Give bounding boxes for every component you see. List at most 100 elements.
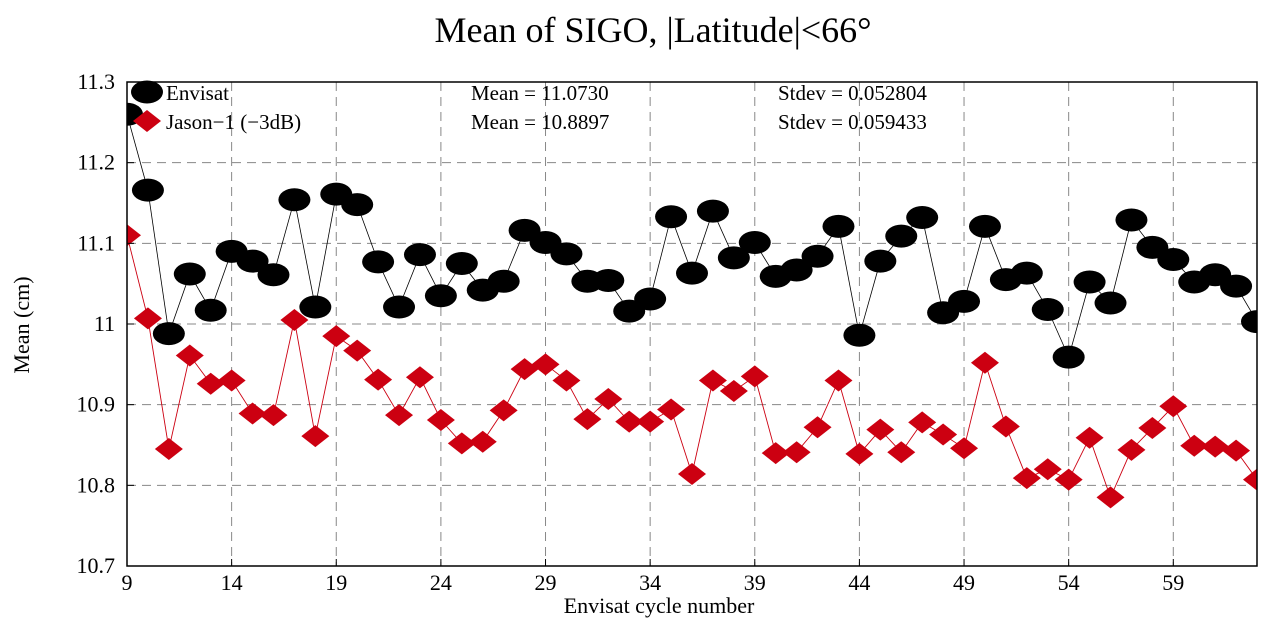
envisat-point [1241, 310, 1257, 334]
envisat-point [1031, 297, 1064, 321]
jason1-point [740, 365, 769, 388]
x-tick-label: 59 [1162, 570, 1184, 595]
jason1-point [489, 399, 518, 422]
envisat-point [676, 261, 708, 285]
jason1-point [929, 423, 958, 446]
jason1-point [468, 430, 497, 453]
envisat-point [780, 258, 813, 282]
jason1-point [196, 372, 225, 395]
envisat-point [592, 268, 625, 292]
envisat-point [152, 322, 185, 346]
x-tick-label: 44 [848, 570, 870, 595]
envisat-point [445, 252, 478, 275]
jason1-point [866, 418, 895, 441]
jason1-point [803, 416, 832, 439]
envisat-point [801, 244, 834, 268]
jason1-point [1159, 395, 1188, 418]
legend-stdev: Stdev = 0.059433 [778, 110, 927, 134]
jason1-point [1054, 468, 1083, 491]
envisat-point [1157, 247, 1190, 271]
jason1-point [405, 366, 434, 389]
envisat-point [131, 178, 164, 202]
jason1-point [426, 408, 455, 431]
legend-stdev: Stdev = 0.052804 [778, 81, 927, 105]
jason1-point [1201, 435, 1230, 458]
series-layer [127, 102, 1257, 509]
jason1-point [950, 437, 979, 460]
envisat-point [1115, 208, 1148, 232]
jason1-point [301, 425, 330, 448]
legend: Envisat Mean = 11.0730 Stdev = 0.052804 Jas… [131, 80, 927, 134]
x-tick-label: 49 [953, 570, 975, 595]
jason1-point [719, 379, 748, 402]
legend-marker-jason1 [133, 110, 161, 132]
jason1-point [573, 408, 602, 431]
envisat-point [1010, 261, 1043, 285]
y-tick-label: 10.7 [77, 553, 116, 578]
envisat-point [194, 298, 227, 322]
y-axis-label: Mean (cm) [9, 276, 34, 373]
x-tick-label: 14 [221, 570, 243, 595]
legend-label: Envisat [166, 81, 229, 105]
envisat-point [968, 214, 1001, 238]
jason1-point [845, 442, 874, 465]
envisat-point [173, 262, 206, 286]
jason1-point [322, 325, 351, 348]
jason1-point [1033, 458, 1062, 481]
envisat-point [906, 206, 939, 230]
legend-label: Jason−1 (−3dB) [166, 110, 301, 134]
jason1-point [217, 369, 246, 392]
envisat-point [550, 242, 583, 266]
jason1-point [1222, 439, 1251, 462]
envisat-point [717, 246, 750, 270]
jason1-point [1117, 438, 1146, 461]
jason1-point [615, 410, 644, 433]
envisat-point [1220, 274, 1253, 298]
x-tick-label: 24 [430, 570, 452, 595]
jason1-point [280, 308, 309, 331]
x-tick-label: 19 [325, 570, 347, 595]
envisat-point [362, 250, 395, 274]
jason1-point [657, 398, 686, 421]
jason1-point [154, 438, 183, 461]
jason1-point [1012, 467, 1041, 490]
jason1-point [698, 369, 727, 392]
x-tick-label: 34 [639, 570, 661, 595]
jason1-point [1180, 434, 1209, 457]
jason1-point [887, 441, 916, 464]
jason1-point [531, 353, 560, 376]
envisat-point [696, 199, 729, 223]
jason1-point [1075, 426, 1104, 449]
envisat-point [403, 243, 436, 267]
envisat-point [822, 214, 855, 238]
jason1-point [636, 410, 665, 433]
jason1-point [761, 442, 790, 465]
y-tick-label: 11.1 [77, 230, 115, 255]
jason1-point [824, 369, 853, 392]
envisat-point [341, 193, 374, 217]
jason1-point [343, 339, 372, 362]
y-tick-label: 10.9 [77, 392, 116, 417]
jason1-point [991, 415, 1020, 438]
envisat-point [948, 289, 981, 313]
envisat-point [257, 263, 290, 287]
envisat-point [299, 295, 332, 319]
envisat-point [236, 249, 269, 273]
envisat-point [738, 231, 771, 255]
y-tick-label: 11.2 [77, 150, 115, 175]
jason1-point [447, 432, 476, 455]
x-tick-label: 9 [122, 570, 133, 595]
axis-ticks: 9 14 19 24 29 34 39 44 49 54 59 10.7 10.8 10.9 11 11.1 1… [77, 69, 1185, 595]
envisat-point [655, 205, 688, 229]
jason1-point [364, 368, 393, 391]
jason1-point [510, 358, 539, 381]
chart-title: Mean of SIGO, |Latitude|<66° [434, 10, 871, 50]
x-axis-label: Envisat cycle number [564, 593, 755, 618]
jason1-point [175, 344, 204, 367]
jason1-point [552, 369, 581, 392]
y-tick-label: 11.3 [77, 69, 115, 94]
y-tick-label: 10.8 [77, 472, 116, 497]
envisat-point [487, 269, 520, 293]
jason1-point [238, 402, 267, 425]
